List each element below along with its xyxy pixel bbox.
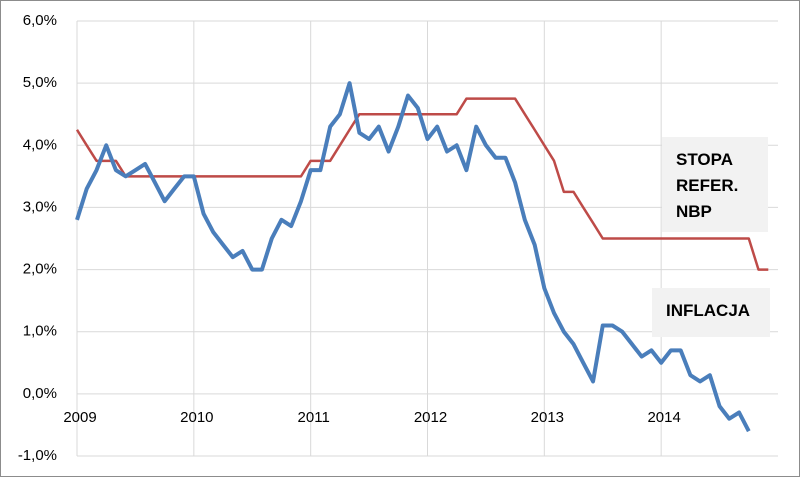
x-tick-label: 2009 <box>63 409 96 426</box>
x-tick-label: 2014 <box>647 409 680 426</box>
y-tick-label: 6,0% <box>23 12 57 29</box>
data-line <box>75 81 751 433</box>
x-tick-label: 2012 <box>414 409 447 426</box>
y-tick-label: 1,0% <box>23 323 57 340</box>
legend-box: INFLACJA <box>652 288 770 337</box>
legend-box: STOPA REFER. NBP <box>662 137 768 232</box>
x-tick-label: 2013 <box>531 409 564 426</box>
y-tick-label: 3,0% <box>23 198 57 215</box>
y-tick-label: 2,0% <box>23 261 57 278</box>
y-tick-label: 4,0% <box>23 136 57 153</box>
y-tick-label: 5,0% <box>23 74 57 91</box>
legend-label: INFLACJA <box>666 301 751 320</box>
x-tick-label: 2010 <box>180 409 213 426</box>
legend-label: STOPA REFER. NBP <box>676 150 739 221</box>
y-tick-label: -1,0% <box>18 447 57 464</box>
x-tick-label: 2011 <box>298 409 330 426</box>
y-tick-label: 0,0% <box>23 385 57 402</box>
